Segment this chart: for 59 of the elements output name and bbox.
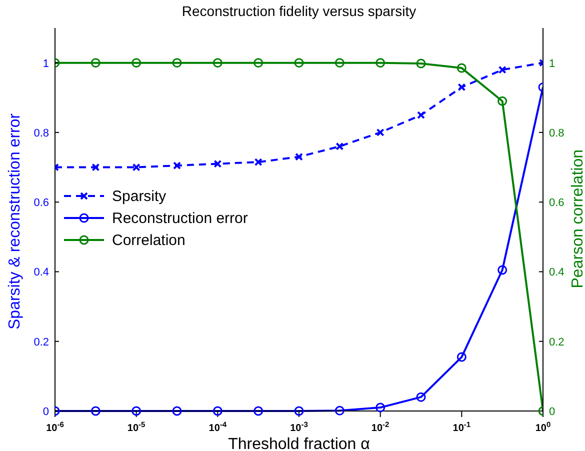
x-tick-label: 10$^{-1}$ xyxy=(452,420,471,434)
y2-tick-label: 0 xyxy=(549,406,556,418)
point xyxy=(334,58,344,68)
point xyxy=(376,58,386,68)
y2-axis-title: Pearson correlation xyxy=(570,150,585,288)
x-tick-label: 10$^{-2}$ xyxy=(371,420,390,434)
point xyxy=(498,96,508,106)
y-axis-title: Sparsity & reconstruction error xyxy=(6,112,24,330)
x-tick-label: 10$^{-5}$ xyxy=(127,420,146,434)
y2-tick-label: 0.2 xyxy=(549,336,564,348)
x-tick-label: 10$^{-4}$ xyxy=(208,420,228,434)
x-tick-label: 10$^{-3}$ xyxy=(290,420,308,434)
y-tick-label: 0.6 xyxy=(34,197,49,210)
point xyxy=(336,142,344,150)
y-tick-label: 0.2 xyxy=(34,336,49,348)
point xyxy=(417,111,425,120)
point xyxy=(132,163,140,172)
point xyxy=(456,352,466,362)
point xyxy=(456,63,466,73)
point xyxy=(90,58,100,68)
point xyxy=(90,406,100,416)
x-axis-title: Threshold fraction α xyxy=(228,436,370,451)
point xyxy=(294,58,304,68)
point xyxy=(132,58,142,68)
y2-tick-label: 0.4 xyxy=(549,266,564,279)
y2-tick-label: 0.8 xyxy=(549,127,564,140)
point xyxy=(295,152,303,161)
point xyxy=(172,58,182,68)
y2-tick-label: 0.6 xyxy=(549,197,564,210)
y-tick-label: 0 xyxy=(42,406,49,418)
y2-tick-label: 1 xyxy=(549,58,556,70)
point xyxy=(173,162,181,170)
point xyxy=(132,406,142,416)
legend-label: Correlation xyxy=(112,232,186,249)
point xyxy=(92,163,100,172)
x-tick-label: 10$^{-6}$ xyxy=(46,420,64,434)
point xyxy=(212,406,222,416)
point xyxy=(254,58,264,68)
point xyxy=(416,58,426,68)
y-tick-label: 1 xyxy=(42,58,49,70)
point xyxy=(376,402,386,412)
point xyxy=(498,265,508,275)
chart-title: Reconstruction fidelity versus sparsity xyxy=(182,3,416,19)
point xyxy=(254,158,262,166)
point xyxy=(498,66,506,74)
point xyxy=(172,406,182,416)
y-tick-label: 0.4 xyxy=(34,266,49,279)
point xyxy=(212,58,222,68)
point xyxy=(458,83,466,92)
point xyxy=(294,406,304,416)
legend-label: Sparsity xyxy=(112,188,167,205)
legend-label: Reconstruction error xyxy=(112,210,248,227)
y-tick-label: 0.8 xyxy=(34,127,49,140)
point xyxy=(254,406,264,416)
x-tick-label: 10$^{0}$ xyxy=(535,420,551,434)
point xyxy=(214,160,222,168)
point xyxy=(416,392,426,402)
point xyxy=(376,128,384,136)
point xyxy=(334,406,344,416)
